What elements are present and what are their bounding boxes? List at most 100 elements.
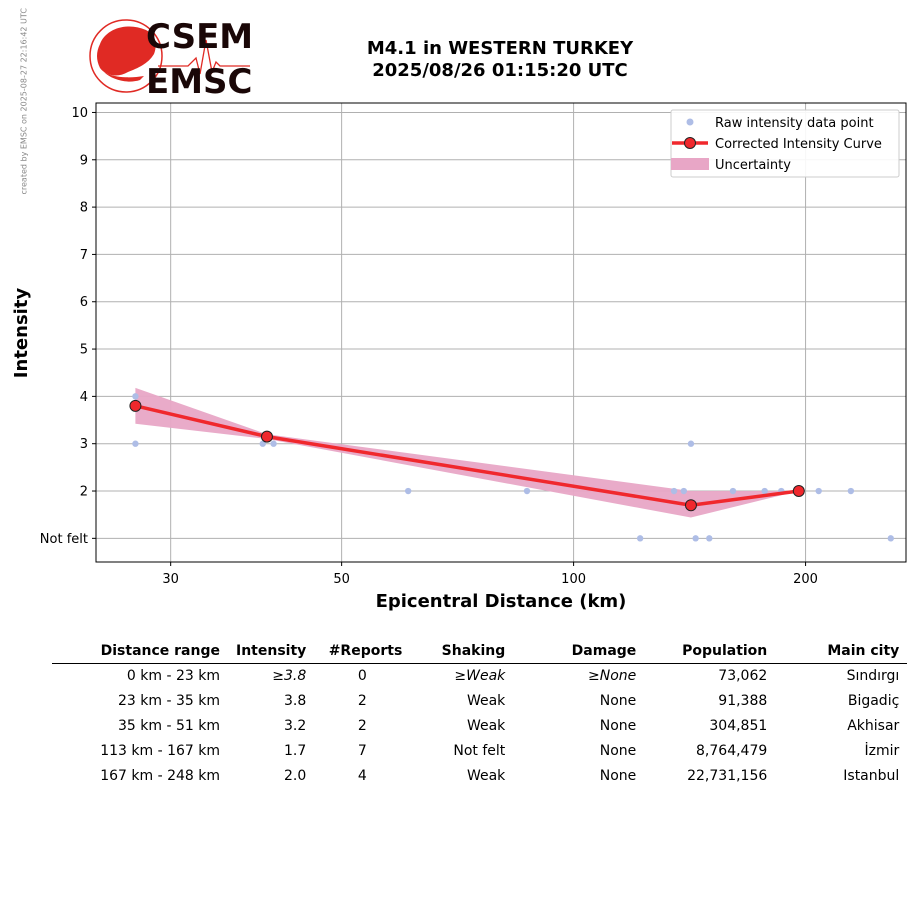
cell-distance-range: 35 km - 51 km	[118, 718, 220, 734]
table-row: 23 km - 35 km 3.8 2 Weak None 91,388 Big…	[52, 689, 907, 714]
cell-shaking: ≥Weak	[454, 668, 506, 684]
cell-main-city: Sındırgı	[846, 668, 900, 684]
cell-damage: None	[599, 693, 637, 709]
raw-data-point	[404, 487, 412, 495]
cell-shaking: Not felt	[453, 743, 506, 759]
cell-reports: 7	[357, 743, 367, 759]
corrected-intensity-curve	[135, 404, 800, 507]
chart-title: M4.1 in WESTERN TURKEY 2025/08/26 01:15:…	[300, 38, 700, 82]
legend-raw-marker	[686, 118, 694, 126]
title-datetime: 2025/08/26 01:15:20 UTC	[372, 60, 628, 81]
y-tick-label: 4	[80, 390, 88, 405]
cell-main-city: Istanbul	[843, 768, 900, 784]
header-distance-range: Distance range	[52, 640, 228, 664]
raw-data-point	[680, 487, 688, 495]
header-shaking: Shaking	[410, 640, 514, 664]
raw-data-point	[523, 487, 531, 495]
legend-curve-marker	[684, 137, 696, 149]
cell-population: 91,388	[718, 693, 768, 709]
cell-population: 8,764,479	[696, 743, 768, 759]
curve-point	[260, 430, 273, 443]
raw-data-point	[761, 487, 768, 495]
cell-damage: None	[599, 743, 637, 759]
raw-data-point	[706, 535, 713, 542]
raw-data-point	[259, 440, 266, 447]
cell-distance-range: 167 km - 248 km	[100, 768, 220, 784]
intensity-summary-table: Distance range Intensity #Reports Shakin…	[52, 640, 908, 789]
x-tick-label: 30	[162, 572, 179, 587]
raw-data-point	[636, 535, 644, 542]
cell-damage: ≥None	[588, 668, 637, 684]
cell-population: 73,062	[718, 668, 768, 684]
cell-main-city: Bigadiç	[847, 693, 900, 709]
y-tick-label: Not felt	[40, 532, 88, 547]
table-row: 0 km - 23 km ≥3.8 0 ≥Weak ≥None 73,062 S…	[52, 664, 907, 690]
raw-data-point	[815, 487, 822, 495]
cell-population: 22,731,156	[687, 768, 768, 784]
y-tick-label: 6	[80, 295, 88, 310]
cell-reports: 4	[357, 768, 367, 784]
cell-main-city: İzmir	[864, 743, 900, 759]
y-axis-label: Intensity	[11, 288, 32, 379]
table-row: 167 km - 248 km 2.0 4 Weak None 22,731,1…	[52, 764, 907, 789]
header-reports: #Reports	[314, 640, 411, 664]
intensity-chart: 30 50 100 200 Not felt 2 3 4 5 6 7 8 9 10 Epicentral…	[11, 102, 907, 612]
cell-distance-range: 0 km - 23 km	[126, 668, 220, 684]
header-intensity: Intensity	[228, 640, 315, 664]
x-tick-label: 200	[793, 572, 818, 587]
y-tick-label: 2	[80, 485, 88, 500]
cell-reports: 2	[357, 693, 367, 709]
raw-data-point	[670, 487, 678, 495]
cell-shaking: Weak	[466, 693, 506, 709]
cell-intensity: 3.8	[284, 693, 307, 709]
cell-population: 304,851	[709, 718, 768, 734]
plot-frame	[95, 102, 907, 563]
cell-distance-range: 113 km - 167 km	[100, 743, 220, 759]
cell-shaking: Weak	[466, 768, 506, 784]
cell-shaking: Weak	[466, 718, 506, 734]
raw-data-point	[270, 440, 277, 447]
raw-data-point	[132, 440, 139, 447]
raw-data-point	[687, 440, 695, 447]
table-header-row: Distance range Intensity #Reports Shakin…	[52, 640, 908, 664]
raw-data-point	[692, 535, 699, 542]
cell-intensity: 2.0	[284, 768, 307, 784]
y-tick-label: 10	[71, 106, 88, 121]
x-axis-label: Epicentral Distance (km)	[376, 591, 627, 612]
y-tick-label: 5	[80, 343, 88, 358]
legend-uncertainty-swatch	[671, 158, 709, 170]
cell-reports: 0	[357, 668, 367, 684]
logo-csem-text: CSEM	[146, 17, 253, 57]
header-population: Population	[644, 640, 776, 664]
cell-distance-range: 23 km - 35 km	[118, 693, 220, 709]
curve-point	[792, 485, 805, 498]
legend-raw-label: Raw intensity data point	[715, 116, 874, 131]
y-tick-label: 9	[80, 153, 88, 168]
curve-point	[684, 499, 697, 512]
cell-damage: None	[599, 718, 637, 734]
csem-emsc-logo: CSEM EMSC	[88, 14, 258, 102]
cell-intensity: ≥3.8	[272, 668, 307, 684]
cell-intensity: 3.2	[284, 718, 307, 734]
logo-emsc-text: EMSC	[146, 62, 253, 98]
legend-curve-label: Corrected Intensity Curve	[715, 137, 882, 152]
cell-damage: None	[599, 768, 637, 784]
y-tick-label: 3	[80, 437, 88, 452]
table-row: 113 km - 167 km 1.7 7 Not felt None 8,76…	[52, 739, 907, 764]
header-main-city: Main city	[775, 640, 908, 664]
x-tick-label: 50	[333, 572, 350, 587]
cell-reports: 2	[357, 718, 367, 734]
header-damage: Damage	[513, 640, 645, 664]
cell-main-city: Akhisar	[847, 718, 900, 734]
raw-data-point	[887, 535, 894, 542]
title-event: M4.1 in WESTERN TURKEY	[366, 38, 634, 59]
chart-legend: Raw intensity data point Corrected Inten…	[670, 109, 900, 178]
raw-data-point	[132, 393, 139, 400]
legend-uncertainty-label: Uncertainty	[715, 158, 791, 173]
curve-point	[129, 399, 142, 412]
x-tick-label: 100	[561, 572, 586, 587]
raw-data-point	[847, 487, 855, 495]
raw-data-point	[729, 487, 737, 495]
y-tick-label: 7	[80, 248, 88, 263]
y-tick-label: 8	[80, 201, 88, 216]
